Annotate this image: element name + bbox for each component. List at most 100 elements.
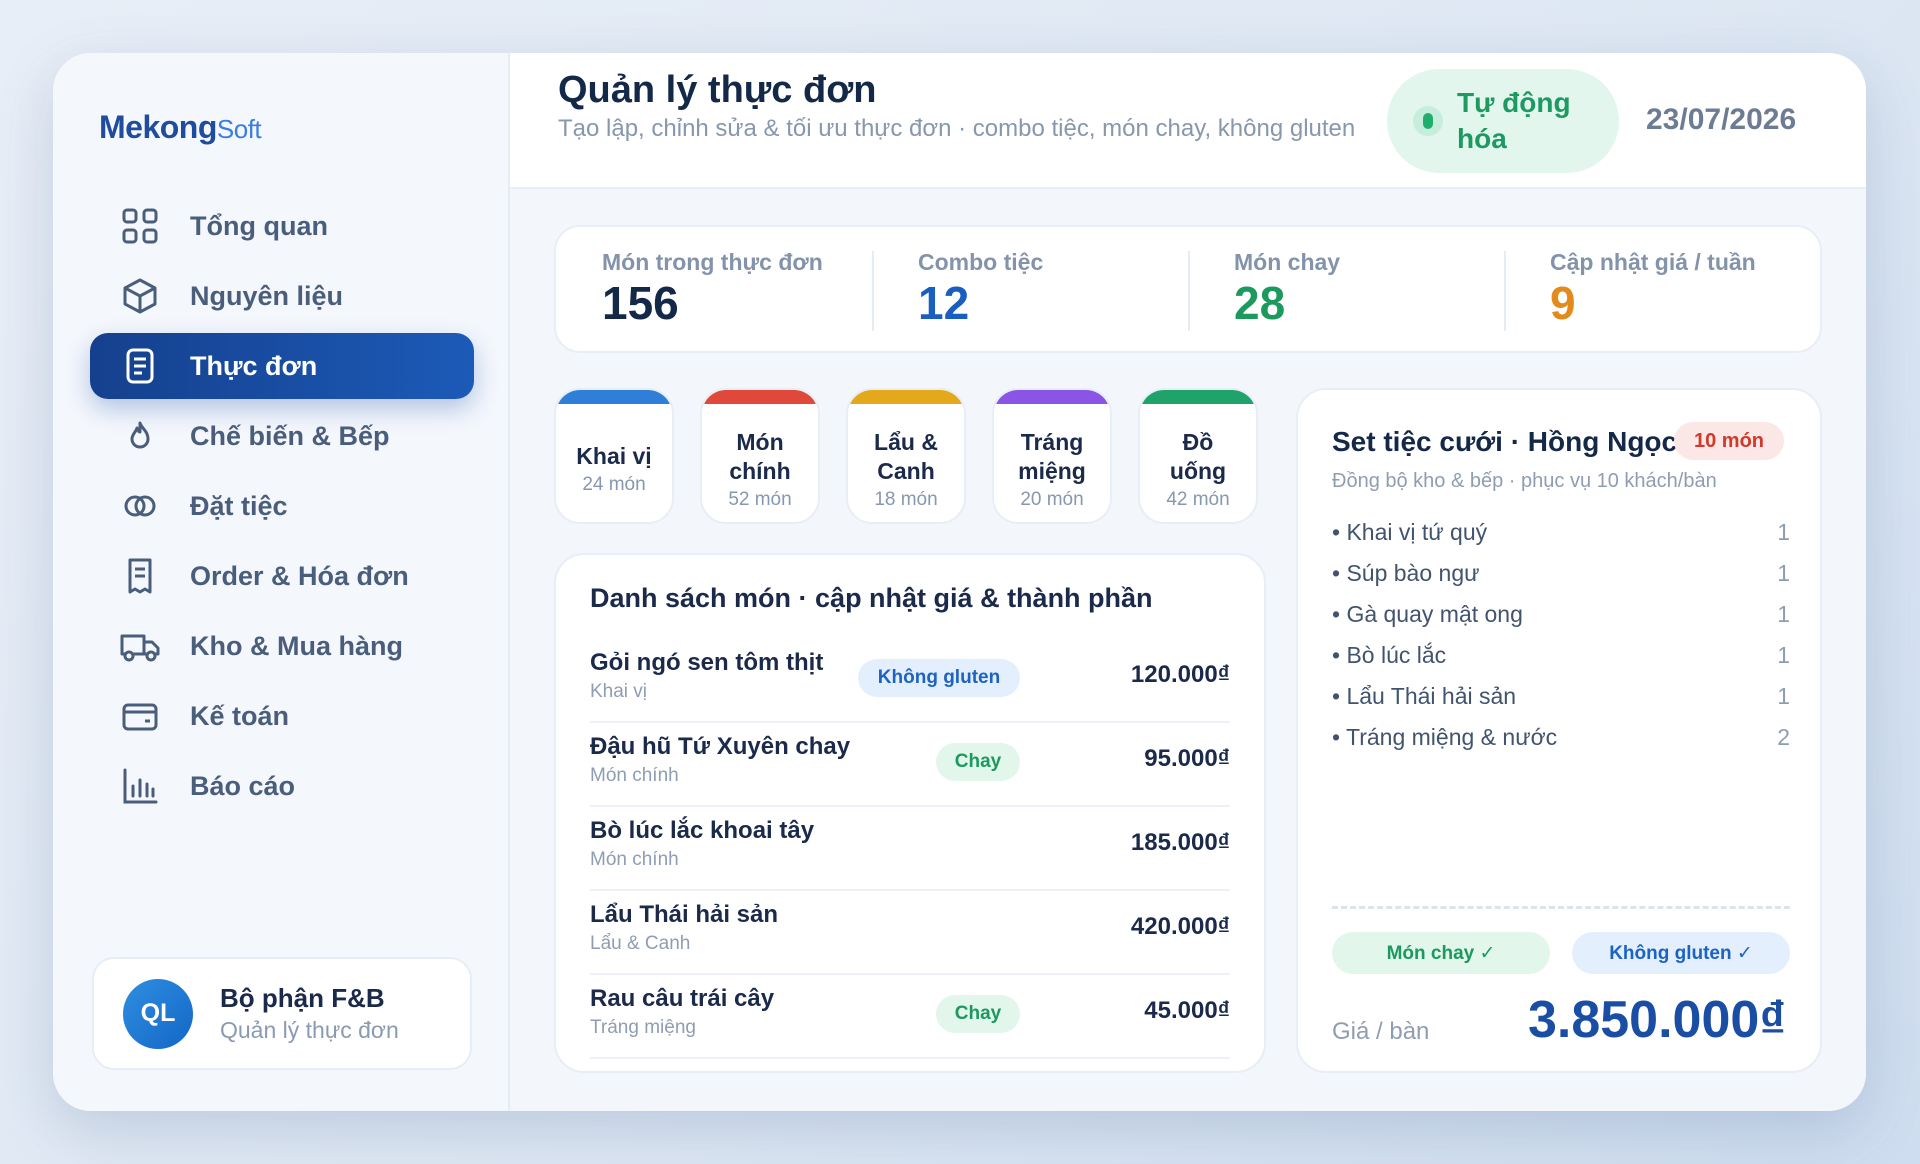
app-window: MekongSoft Tổng quan Nguyên liệu Thực đơ… <box>53 53 1866 1111</box>
dish-price: 95.000₫ <box>1144 745 1230 772</box>
table-row[interactable]: Rau câu trái cây Tráng miệng Chay 45.000… <box>590 975 1230 1059</box>
category-do-uong[interactable]: Đồ uống 42 món <box>1138 388 1258 524</box>
stat-value: 9 <box>1550 277 1576 329</box>
combo-subtitle: Đồng bộ kho & bếp · phục vụ 10 khách/bàn <box>1332 470 1717 492</box>
table-row[interactable]: Đậu hũ Tứ Xuyên chay Món chính Chay 95.0… <box>590 723 1230 807</box>
category-count: 52 món <box>728 488 792 510</box>
dish-price: 120.000₫ <box>1130 661 1230 688</box>
sidebar-item-order-hoa-don[interactable]: Order & Hóa đơn <box>90 543 474 609</box>
dish-price: 45.000₫ <box>1144 997 1230 1024</box>
category-count: 42 món <box>1166 488 1230 510</box>
price-per-table: 3.850.000₫ <box>1527 991 1786 1049</box>
user-info: Bộ phận F&B Quản lý thực đơn <box>220 983 399 1044</box>
list-item: • Tráng miệng & nước 2 <box>1332 717 1790 758</box>
list-item: • Bò lúc lắc 1 <box>1332 635 1790 676</box>
category-trang-mieng[interactable]: Tráng miệng 20 món <box>992 388 1112 524</box>
category-color-bar <box>1140 390 1256 404</box>
vegetarian-tag: Chay <box>936 995 1020 1033</box>
stat-value: 156 <box>602 277 679 329</box>
combo-item-qty: 1 <box>1777 560 1790 586</box>
dish-price: 420.000₫ <box>1130 913 1230 940</box>
menu-icon <box>120 346 160 386</box>
rings-icon <box>120 486 160 526</box>
category-count: 18 món <box>874 488 938 510</box>
automation-label: Tự động hóa <box>1457 87 1571 154</box>
table-row[interactable]: Lẩu Thái hải sản Lẩu & Canh 420.000₫ <box>590 891 1230 975</box>
combo-item-name: • Súp bào ngư <box>1332 560 1480 586</box>
dish-list-panel: Danh sách món · cập nhật giá & thành phầ… <box>554 553 1266 1073</box>
category-color-bar <box>848 390 964 404</box>
vegetarian-tag: Món chay ✓ <box>1332 932 1550 974</box>
page-title: Quản lý thực đơn <box>558 69 877 111</box>
stat-value: 12 <box>918 277 970 329</box>
dish-name: Rau câu trái cây <box>590 985 775 1012</box>
sidebar-item-label: Báo cáo <box>190 770 296 801</box>
combo-item-qty: 1 <box>1777 642 1790 668</box>
sidebar-item-thuc-don[interactable]: Thực đơn <box>90 333 474 399</box>
sidebar-item-label: Thực đơn <box>190 350 318 381</box>
table-row[interactable]: Gỏi ngó sen tôm thịt Khai vị Không glute… <box>590 639 1230 723</box>
current-date: 23/07/2026 <box>1646 103 1797 136</box>
list-item: • Lẩu Thái hải sản 1 <box>1332 676 1790 717</box>
sidebar-item-tong-quan[interactable]: Tổng quan <box>90 193 474 259</box>
dish-name: Đậu hũ Tứ Xuyên chay <box>590 733 851 760</box>
sidebar-item-dat-tiec[interactable]: Đặt tiệc <box>90 473 474 539</box>
category-name: Đồ uống <box>1169 428 1227 484</box>
combo-title: Set tiệc cưới · Hồng Ngọc <box>1332 426 1678 457</box>
stat-vegetarian: Món chay 28 <box>1188 227 1504 351</box>
gluten-free-tag: Không gluten <box>858 659 1020 697</box>
sidebar-item-kho-mua-hang[interactable]: Kho & Mua hàng <box>90 613 474 679</box>
category-mon-chinh[interactable]: Món chính 52 món <box>700 388 820 524</box>
flame-icon <box>120 416 160 456</box>
main-content: Quản lý thực đơn Tạo lập, chỉnh sửa & tố… <box>510 53 1866 1111</box>
sidebar-item-nguyen-lieu[interactable]: Nguyên liệu <box>90 263 474 329</box>
stat-label: Món chay <box>1234 249 1341 275</box>
combo-panel: Set tiệc cưới · Hồng Ngọc 10 món Đồng bộ… <box>1296 388 1822 1073</box>
sidebar-item-bao-cao[interactable]: Báo cáo <box>90 753 474 819</box>
sidebar-item-label: Chế biến & Bếp <box>190 420 390 451</box>
sidebar-item-label: Order & Hóa đơn <box>190 560 409 591</box>
sidebar: MekongSoft Tổng quan Nguyên liệu Thực đơ… <box>53 53 510 1111</box>
grid-icon <box>120 206 160 246</box>
category-name: Tráng miệng <box>1018 428 1086 484</box>
dish-category: Tráng miệng <box>590 1017 696 1038</box>
dish-category: Khai vị <box>590 681 648 702</box>
combo-item-qty: 1 <box>1777 601 1790 627</box>
sidebar-item-label: Tổng quan <box>190 210 328 241</box>
category-name: Lẩu & Canh <box>874 428 938 484</box>
category-count: 20 món <box>1020 488 1084 510</box>
dish-price: 185.000₫ <box>1130 829 1230 856</box>
category-name: Món chính <box>729 428 791 484</box>
category-name: Khai vị <box>576 443 652 469</box>
category-lau-canh[interactable]: Lẩu & Canh 18 món <box>846 388 966 524</box>
sidebar-item-ke-toan[interactable]: Kế toán <box>90 683 474 749</box>
stat-label: Combo tiệc <box>918 249 1044 275</box>
category-count: 24 món <box>582 474 646 495</box>
user-card[interactable]: QL Bộ phận F&B Quản lý thực đơn <box>92 957 472 1070</box>
combo-item-name: • Gà quay mật ong <box>1332 601 1523 627</box>
dish-name: Gỏi ngó sen tôm thịt <box>590 649 824 676</box>
dish-category: Món chính <box>590 849 679 870</box>
dish-category: Món chính <box>590 765 679 786</box>
combo-item-name: • Tráng miệng & nước <box>1332 724 1558 750</box>
category-color-bar <box>556 390 672 404</box>
sidebar-nav: Tổng quan Nguyên liệu Thực đơn Chế biến … <box>90 193 474 823</box>
truck-icon <box>120 626 160 666</box>
divider <box>1332 906 1790 909</box>
combo-item-name: • Lẩu Thái hải sản <box>1332 683 1517 709</box>
dish-list: Gỏi ngó sen tôm thịt Khai vị Không glute… <box>590 639 1230 1059</box>
sidebar-item-che-bien-bep[interactable]: Chế biến & Bếp <box>90 403 474 469</box>
combo-tags: Món chay ✓ Không gluten ✓ <box>1332 932 1790 974</box>
stat-total-dishes: Món trong thực đơn 156 <box>556 227 872 351</box>
page-header: Quản lý thực đơn Tạo lập, chỉnh sửa & tố… <box>510 53 1866 189</box>
price-label: Giá / bàn <box>1332 1018 1430 1045</box>
category-khai-vi[interactable]: Khai vị 24 món <box>554 388 674 524</box>
table-row[interactable]: Bò lúc lắc khoai tây Món chính 185.000₫ <box>590 807 1230 891</box>
chart-icon <box>120 766 160 806</box>
combo-item-name: • Bò lúc lắc <box>1332 642 1447 668</box>
sidebar-item-label: Nguyên liệu <box>190 280 344 311</box>
automation-badge[interactable]: Tự động hóa <box>1387 69 1619 173</box>
brand-logo[interactable]: MekongSoft <box>99 109 262 146</box>
combo-item-qty: 2 <box>1777 724 1790 750</box>
toggle-dot-icon <box>1413 106 1443 136</box>
